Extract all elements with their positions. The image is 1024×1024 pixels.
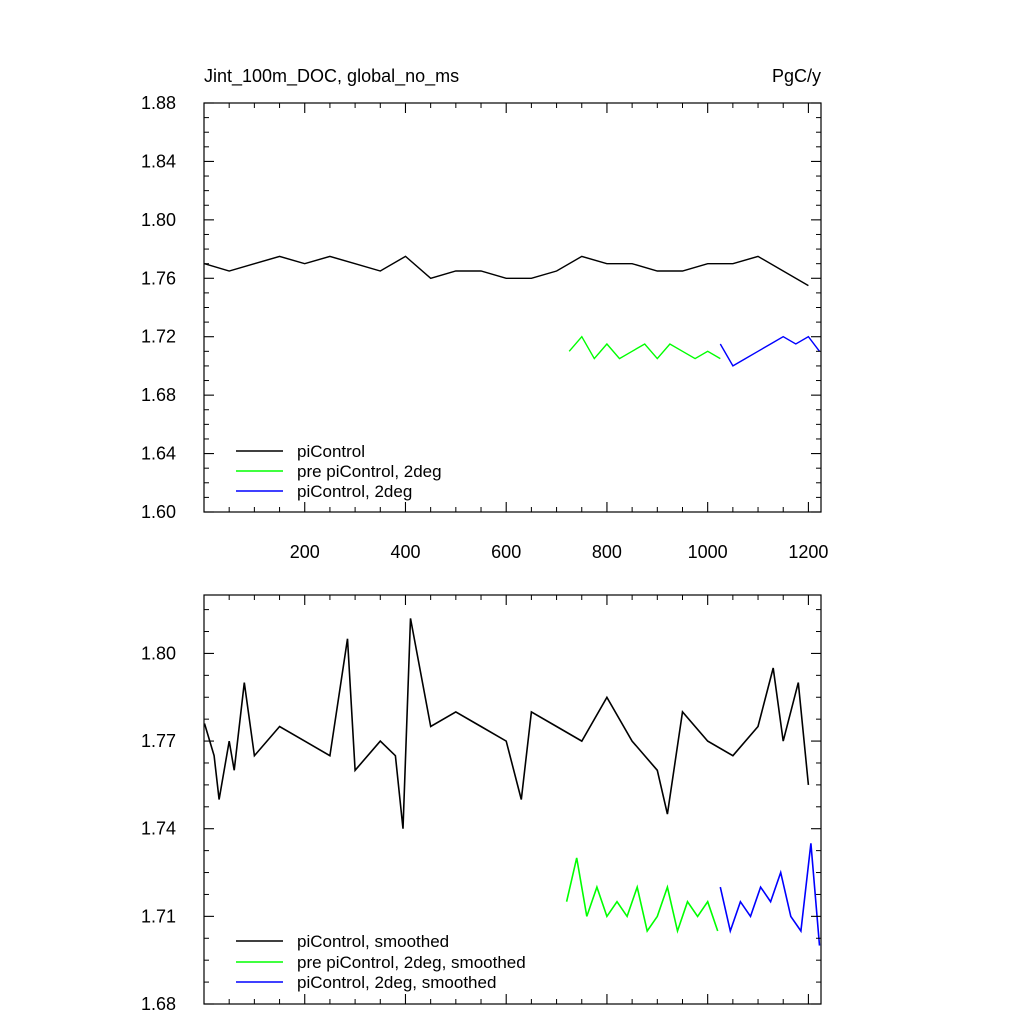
top-ticks: 1.60 1.64 1.68 1.72 1.76 1.80 1.84 1.88 200 400 60… (141, 93, 828, 562)
y-tick-label: 1.88 (141, 93, 176, 113)
y-tick-label: 1.77 (141, 731, 176, 751)
bottom-series (203, 618, 821, 946)
legend-label-pre-picontrol-2deg: pre piControl, 2deg (297, 462, 442, 481)
series-line-picontrol (204, 255, 809, 287)
y-tick-label: 1.76 (141, 268, 176, 288)
y-tick-label: 1.74 (141, 819, 176, 839)
series-line-pre-picontrol-2deg-smoothed (565, 857, 719, 934)
top-chart-title: Jint_100m_DOC, global_no_ms (204, 66, 459, 87)
top-chart-units: PgC/y (772, 66, 821, 86)
bottom-ticks: 1.68 1.71 1.74 1.77 1.80 (141, 595, 821, 1014)
x-tick-label: 200 (290, 542, 320, 562)
y-tick-label: 1.80 (141, 210, 176, 230)
y-tick-label: 1.84 (141, 151, 176, 171)
y-tick-label: 1.64 (141, 444, 176, 464)
x-tick-label: 600 (491, 542, 521, 562)
legend-label-pre-picontrol-2deg-smoothed: pre piControl, 2deg, smoothed (297, 953, 526, 972)
series-line-pre-picontrol-2deg (568, 335, 721, 360)
bottom-panel: 1.68 1.71 1.74 1.77 1.80 piControl, smoothed… (141, 594, 822, 1014)
legend-label-picontrol-2deg: piControl, 2deg (297, 482, 412, 501)
y-tick-label: 1.68 (141, 994, 176, 1014)
top-panel: Jint_100m_DOC, global_no_ms PgC/y 1.601.… (141, 66, 828, 562)
top-legend: piControl pre piControl, 2deg piControl,… (236, 442, 442, 501)
legend-label-picontrol: piControl (297, 442, 365, 461)
y-tick-label: 1.71 (141, 906, 176, 926)
series-line-picontrol-2deg-smoothed (719, 843, 821, 946)
bottom-legend: piControl, smoothed pre piControl, 2deg,… (236, 932, 526, 992)
y-tick-label: 1.60 (141, 502, 176, 522)
x-tick-label: 400 (390, 542, 420, 562)
series-line-picontrol-smoothed (203, 618, 810, 829)
x-tick-label: 1200 (788, 542, 828, 562)
series-line-picontrol-2deg (719, 335, 821, 367)
y-tick-label: 1.68 (141, 385, 176, 405)
legend-label-picontrol-2deg-smoothed: piControl, 2deg, smoothed (297, 973, 496, 992)
top-series (204, 255, 821, 367)
x-tick-label: 800 (592, 542, 622, 562)
x-tick-label: 1000 (688, 542, 728, 562)
y-tick-label: 1.80 (141, 643, 176, 663)
bottom-plot-frame (203, 594, 822, 1005)
legend-label-picontrol-smoothed: piControl, smoothed (297, 932, 449, 951)
y-tick-label: 1.72 (141, 327, 176, 347)
